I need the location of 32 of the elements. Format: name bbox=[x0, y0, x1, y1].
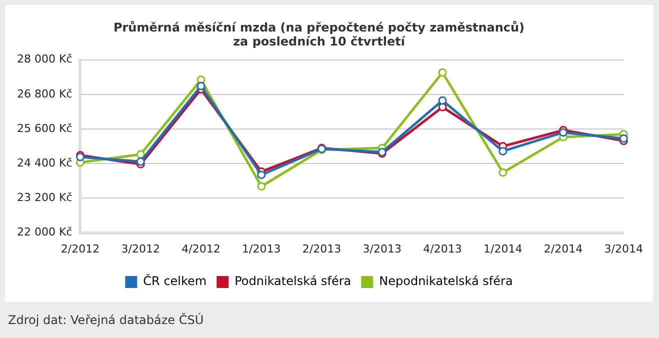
x-tick-label: 1/2013 bbox=[242, 242, 281, 256]
point bbox=[498, 168, 508, 177]
x-tick-label: 2/2012 bbox=[60, 242, 100, 256]
x-tick-label: 2/2014 bbox=[544, 242, 583, 256]
point bbox=[619, 134, 628, 143]
y-tick-label: 26 800 Kč bbox=[16, 87, 72, 100]
point bbox=[438, 96, 447, 105]
x-tick-label: 3/2013 bbox=[362, 242, 402, 256]
point bbox=[438, 68, 447, 77]
x-tick-label: 3/2012 bbox=[121, 242, 160, 256]
text: Zdroj dat: Veřejná databáze ČSÚ bbox=[8, 313, 204, 327]
point bbox=[498, 146, 508, 156]
chart-title: Průměrná měsíční mzda (na přepočtené počty zaměstnanců) za posledních 10 čtvrtletí bbox=[113, 20, 525, 49]
y-tick-label: 25 600 Kč bbox=[16, 122, 72, 135]
point bbox=[196, 82, 206, 90]
legend-label: Nepodnikatelská sféra bbox=[379, 274, 513, 288]
x-tick-label: 1/2014 bbox=[484, 242, 522, 256]
point bbox=[559, 128, 568, 137]
point bbox=[136, 150, 145, 159]
x-tick-label: 4/2012 bbox=[182, 242, 220, 256]
y-tick-label: 28 000 Kč bbox=[16, 52, 72, 66]
legend-label: Podnikatelská sféra bbox=[234, 274, 352, 288]
x-tick-label: 2/2013 bbox=[302, 242, 342, 256]
point bbox=[136, 157, 145, 166]
y-tick-label: 22 000 Kč bbox=[16, 226, 72, 239]
y-tick-label: 24 400 Kč bbox=[16, 156, 72, 170]
point bbox=[257, 170, 266, 180]
x-tick-label: 3/2014 bbox=[604, 242, 643, 256]
x-tick-label: 4/2013 bbox=[423, 242, 462, 256]
y-tick-label: 23 200 Kč bbox=[16, 191, 72, 204]
legend-label: ČR celkem bbox=[143, 273, 207, 288]
point bbox=[257, 182, 266, 191]
